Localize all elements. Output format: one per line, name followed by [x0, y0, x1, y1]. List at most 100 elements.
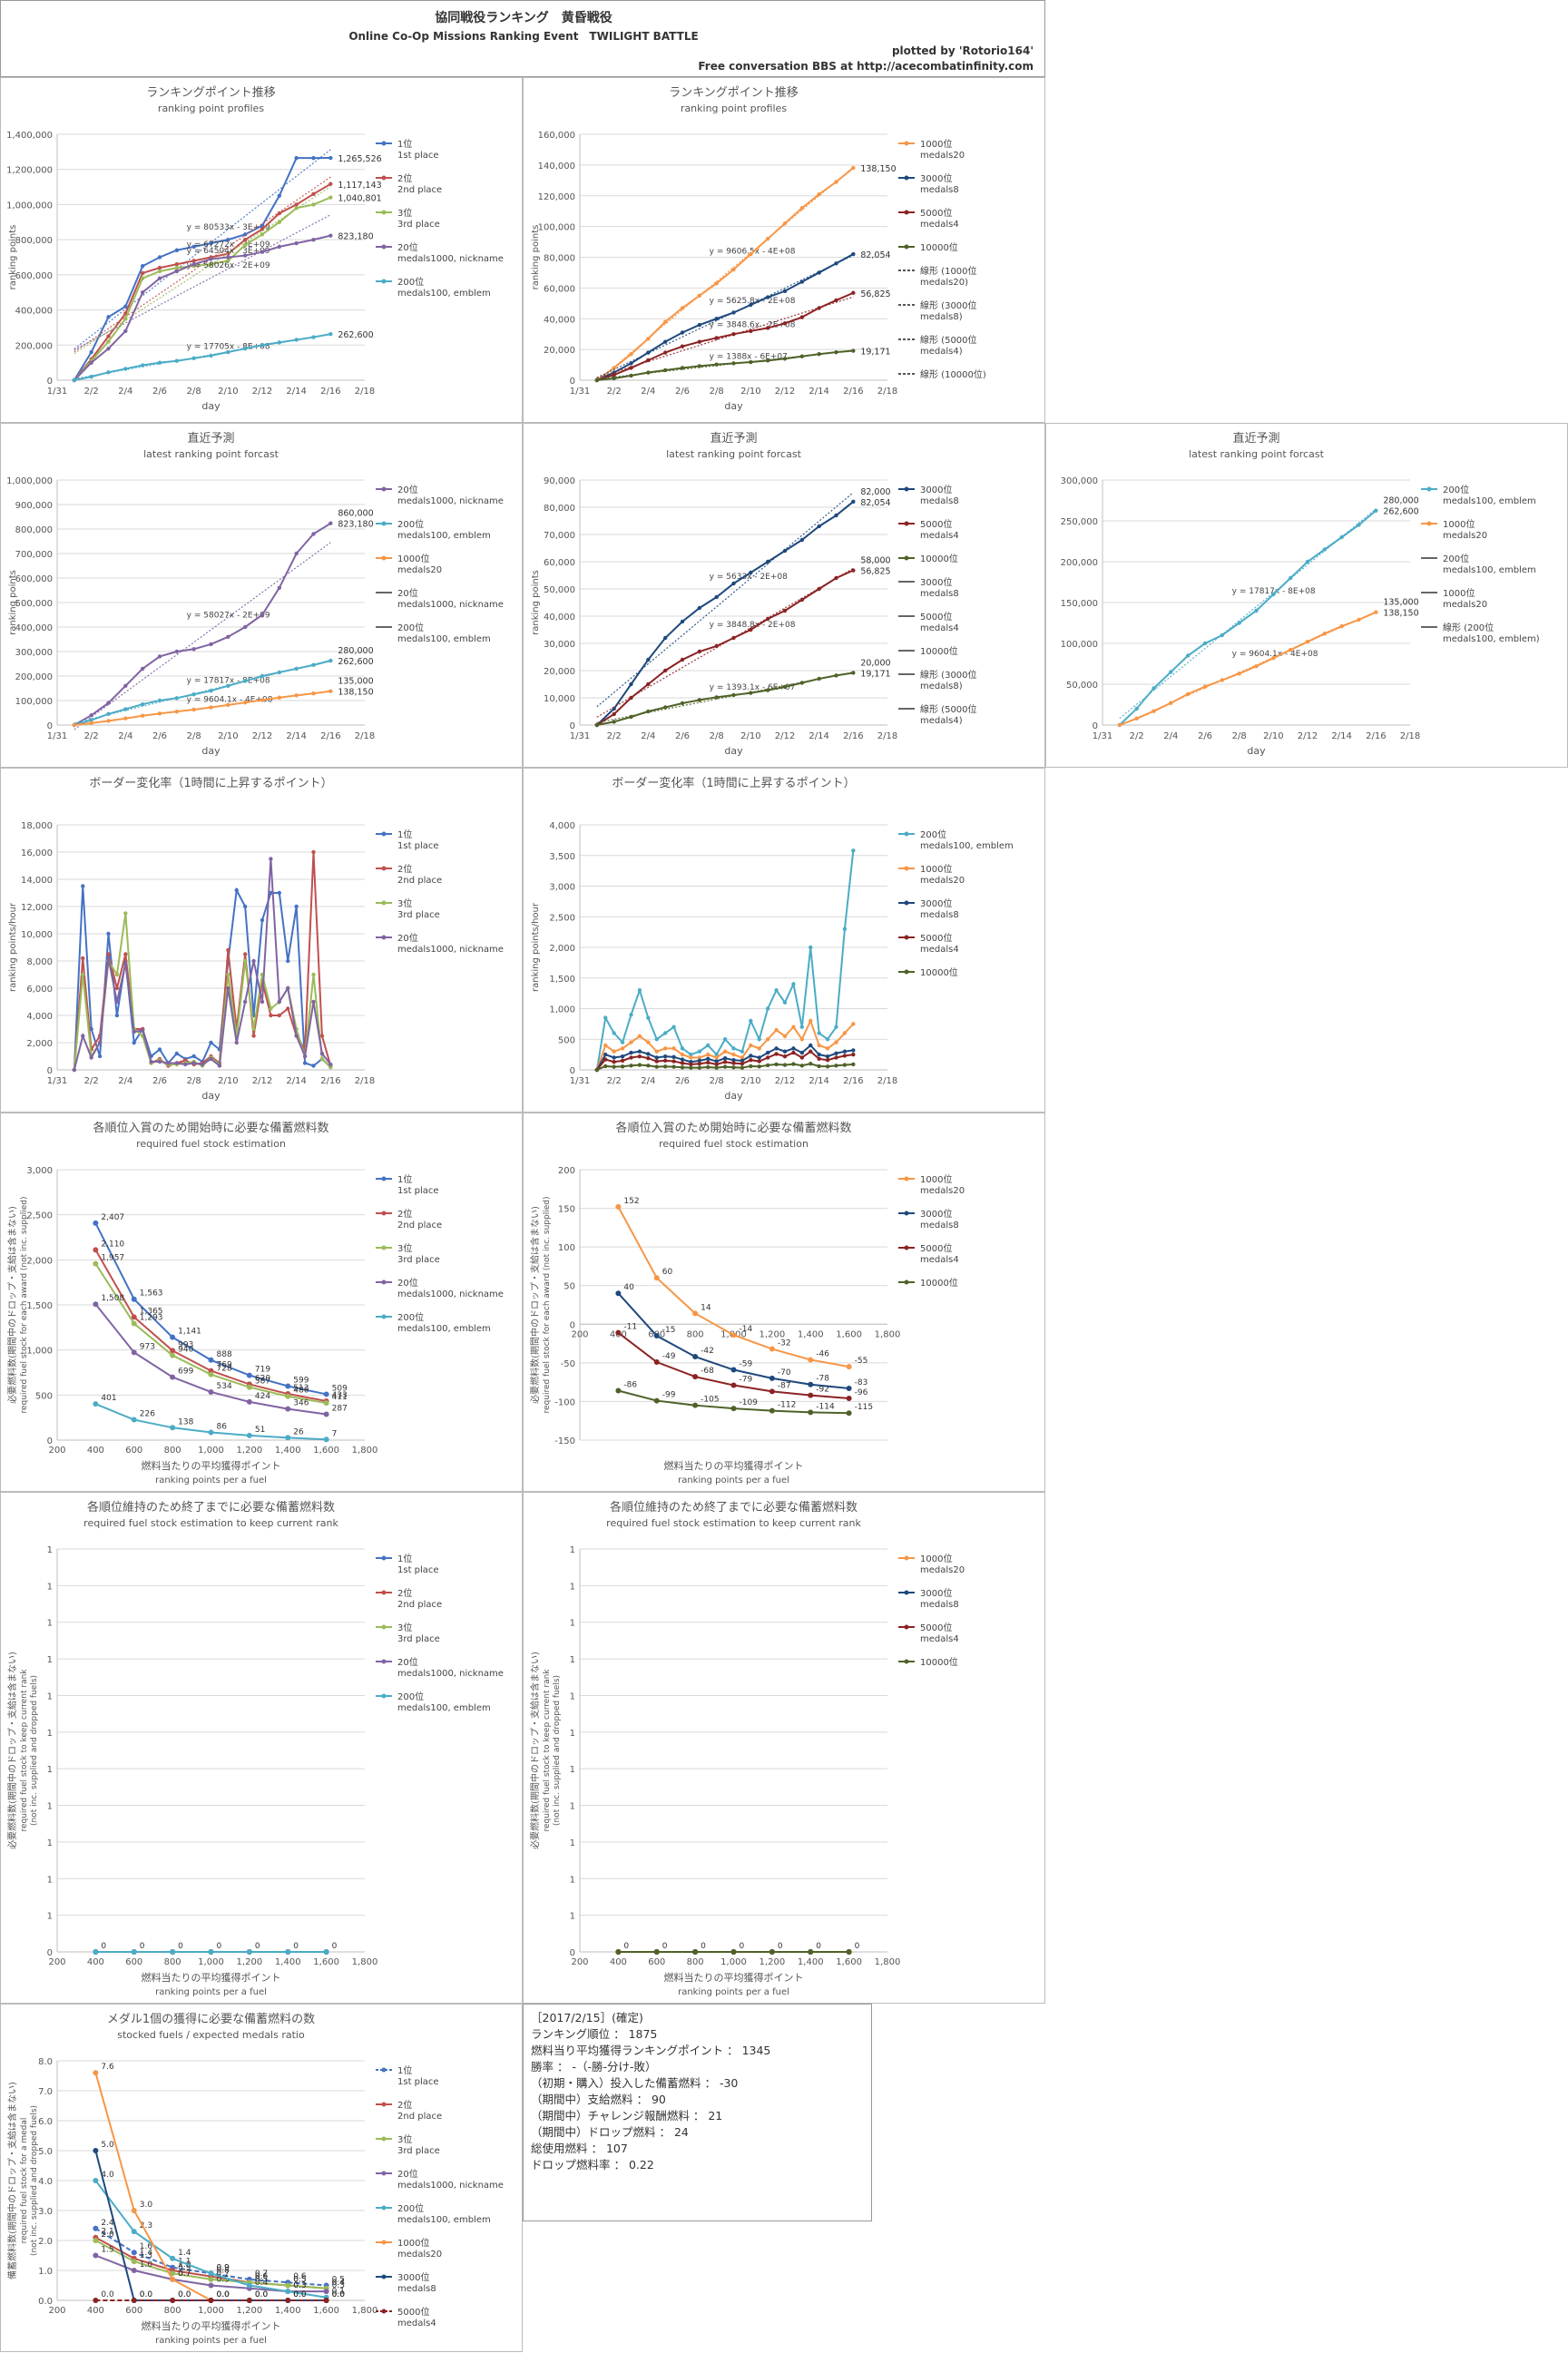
data-point — [629, 681, 633, 687]
data-point — [294, 338, 299, 342]
data-label: 699 — [178, 1368, 193, 1377]
data-point — [834, 1064, 838, 1068]
x-axis-title: 燃料当たりの平均獲得ポイント — [142, 2319, 281, 2332]
legend-label: 5000位 — [920, 932, 952, 944]
data-label: 287 — [332, 1404, 348, 1413]
y-tick-label: 150 — [558, 1205, 575, 1215]
y-tick-label: 1 — [570, 1912, 575, 1922]
data-point — [226, 255, 230, 260]
x-axis-title: 燃料当たりの平均獲得ポイント — [664, 1459, 804, 1472]
trend-line — [596, 567, 854, 718]
data-point — [157, 255, 162, 260]
data-point — [123, 911, 128, 916]
data-point — [269, 890, 273, 896]
legend-label: 200位 — [397, 622, 424, 633]
legend-label: 2位 — [397, 1208, 412, 1220]
x-tick-label: 2/12 — [775, 731, 795, 741]
data-label: -92 — [816, 1386, 829, 1395]
border-rate-top-chart: ボーダー変化率（1時間に上昇するポイント） 0 2,000 4,000 6,000 8,0… — [0, 768, 523, 1113]
legend-marker — [904, 210, 909, 215]
data-label: 0.5 — [255, 2276, 268, 2285]
data-point — [1152, 686, 1156, 691]
data-point — [603, 1043, 608, 1048]
legend-marker — [904, 175, 909, 181]
data-label: -15 — [662, 1326, 676, 1335]
data-point — [131, 2250, 137, 2256]
data-label: 513 — [293, 1384, 309, 1393]
data-label: 0.5 — [293, 2276, 306, 2285]
data-label: -59 — [740, 1360, 753, 1369]
data-point — [851, 1022, 856, 1026]
y-tick-label: 400,000 — [15, 623, 53, 633]
data-label: -78 — [816, 1375, 829, 1384]
forecast-200-1000-svg: 直近予測 latest ranking point forcast 0 50,000 1… — [1061, 432, 1540, 757]
data-label: 0.7 — [178, 2270, 191, 2279]
data-point — [1185, 653, 1191, 658]
y-tick-label: 3,000 — [26, 1166, 53, 1176]
data-point — [749, 1018, 753, 1024]
data-point — [106, 346, 111, 351]
legend-label: medals20 — [920, 1186, 965, 1196]
data-point — [722, 1060, 728, 1064]
data-point — [757, 1055, 761, 1060]
x-tick-label: 1,000 — [198, 1446, 224, 1456]
data-label: 0 — [217, 1942, 222, 1951]
series-line — [94, 1249, 327, 1402]
x-tick-label: 2/16 — [843, 1076, 863, 1086]
data-label: 728 — [217, 1365, 232, 1374]
data-point — [209, 1056, 213, 1062]
data-point — [629, 373, 633, 378]
data-label: 2.3 — [140, 2221, 152, 2230]
data-point — [646, 370, 651, 375]
y-tick-label: 1,000,000 — [6, 201, 53, 211]
data-point — [242, 237, 248, 242]
x-tick-label: 2/18 — [877, 731, 897, 741]
data-point — [311, 999, 316, 1005]
y-tick-label: 200,000 — [1061, 558, 1098, 568]
data-label: 2.4 — [101, 2219, 114, 2228]
legend-label: 1st place — [397, 151, 439, 161]
legend-label: 1000位 — [1443, 587, 1475, 599]
data-label: 769 — [217, 1361, 232, 1370]
data-point — [242, 242, 248, 248]
data-point — [740, 1065, 745, 1070]
data-point — [769, 1949, 775, 1955]
data-label: -14 — [740, 1325, 753, 1334]
data-point — [692, 1310, 699, 1317]
series-line — [596, 167, 854, 381]
chart-subtitle: latest ranking point forcast — [1189, 448, 1324, 460]
x-tick-label: 1,800 — [875, 1329, 901, 1339]
trend-line — [74, 659, 331, 724]
series-line — [617, 1292, 849, 1389]
x-axis-title: 燃料当たりの平均獲得ポイント — [142, 1971, 281, 1984]
data-point — [242, 958, 248, 964]
data-point — [662, 368, 668, 373]
data-label: 1.0 — [178, 2260, 191, 2270]
data-point — [834, 180, 838, 184]
data-point — [851, 1052, 856, 1057]
x-axis-title-en: ranking points per a fuel — [678, 1476, 789, 1485]
y-axis-title-en: required fuel stock to keep current rank — [20, 1669, 29, 1832]
y-tick-label: 1,000 — [549, 1005, 575, 1015]
data-point — [722, 1037, 728, 1042]
data-point — [1288, 575, 1293, 581]
legend-label: medals8 — [920, 1600, 959, 1610]
y-tick-label: 1,000 — [26, 1347, 53, 1357]
y-tick-label: 80,000 — [544, 504, 575, 514]
x-tick-label: 2/12 — [775, 1076, 795, 1086]
forecast-value-label: 280,000 — [338, 646, 373, 656]
legend-label: 線形 (1000位 — [920, 265, 977, 277]
data-point — [697, 1058, 702, 1064]
data-label: -70 — [778, 1368, 791, 1377]
border-rate-lower-chart: ボーダー変化率（1時間に上昇するポイント） 0 500 1,000 1,500 2,000… — [523, 768, 1045, 1113]
y-tick-label: 1 — [570, 1619, 575, 1629]
data-point — [662, 668, 668, 673]
legend-label: 2nd place — [397, 185, 442, 195]
data-point — [706, 1052, 710, 1057]
data-point — [817, 524, 821, 529]
data-point — [1152, 709, 1156, 713]
data-point — [722, 1055, 728, 1061]
data-point — [799, 537, 805, 543]
legend-marker — [904, 486, 909, 492]
data-point — [615, 1203, 622, 1210]
